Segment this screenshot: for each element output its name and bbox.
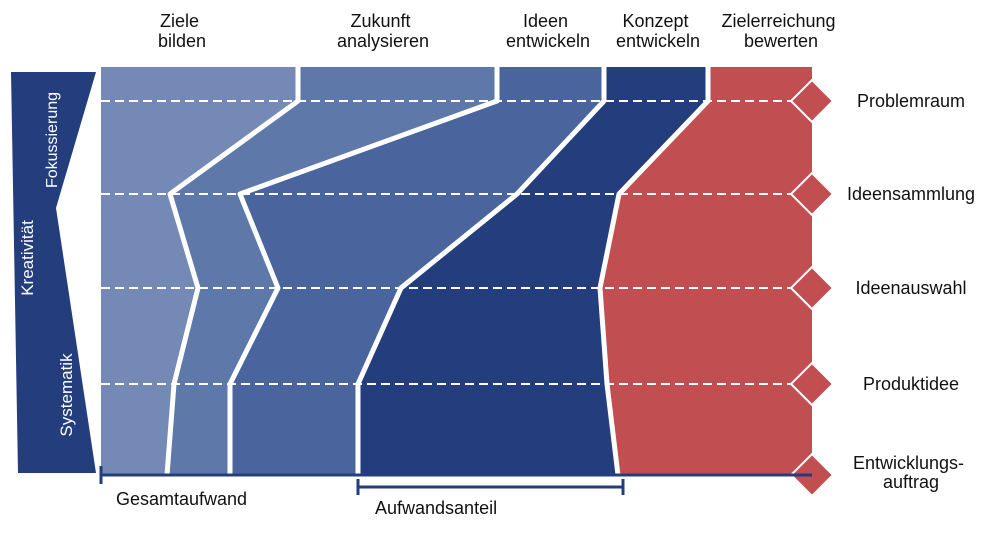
milestone-diamond-problemraum xyxy=(789,78,835,124)
label-kreativitaet: Kreativität xyxy=(18,220,37,296)
band-ziele-bilden xyxy=(101,67,298,475)
focusing-funnel xyxy=(11,72,96,208)
band-zielerreichung-bewerten xyxy=(600,67,812,475)
milestone-label-ideensammlung: Ideensammlung xyxy=(847,184,975,204)
band-ideen-entwickeln xyxy=(230,67,604,475)
effort-brackets xyxy=(99,466,812,495)
milestone-diamonds xyxy=(789,78,835,498)
milestone-diamond-produktidee xyxy=(789,361,835,407)
milestone-label-produktidee: Produktidee xyxy=(863,374,959,394)
phase-header-zielerreichung-bewerten: Zielerreichung bewerten xyxy=(721,11,840,51)
separator-1 xyxy=(164,67,301,476)
milestone-label-ideenauswahl: Ideenauswahl xyxy=(855,278,966,298)
milestone-diamond-ideensammlung xyxy=(789,171,835,217)
phase-header-ziele-bilden: Ziele bilden xyxy=(158,11,206,51)
milestone-label-problemraum: Problemraum xyxy=(857,91,965,111)
separator-4 xyxy=(597,67,711,476)
milestone-label-entwicklungsauftrag: Entwicklungs- auftrag xyxy=(853,453,969,492)
band-konzept-entwickeln xyxy=(358,67,708,475)
side-block: Kreativität Fokussierung Systematik xyxy=(11,72,96,473)
phase-header-konzept-entwickeln: Konzept entwickeln xyxy=(616,11,700,51)
phase-header-ideen-entwickeln: Ideen entwickeln xyxy=(506,11,590,51)
phase-bands xyxy=(101,67,812,476)
label-systematik: Systematik xyxy=(57,353,76,437)
label-aufwandsanteil: Aufwandsanteil xyxy=(375,498,497,518)
label-gesamtaufwand: Gesamtaufwand xyxy=(116,489,247,509)
label-fokussierung: Fokussierung xyxy=(44,92,61,188)
milestone-diamond-ideenauswahl xyxy=(789,265,835,311)
separator-2 xyxy=(227,67,500,475)
band-zukunft-analysieren xyxy=(167,67,497,475)
milestone-labels: Problemraum Ideensammlung Ideenauswahl P… xyxy=(847,91,975,492)
phase-headers: Ziele bilden Zukunft analysieren Ideen e… xyxy=(158,11,840,51)
separator-3 xyxy=(355,67,607,475)
systematics-wedge xyxy=(18,208,96,473)
phase-header-zukunft-analysieren: Zukunft analysieren xyxy=(337,11,429,51)
